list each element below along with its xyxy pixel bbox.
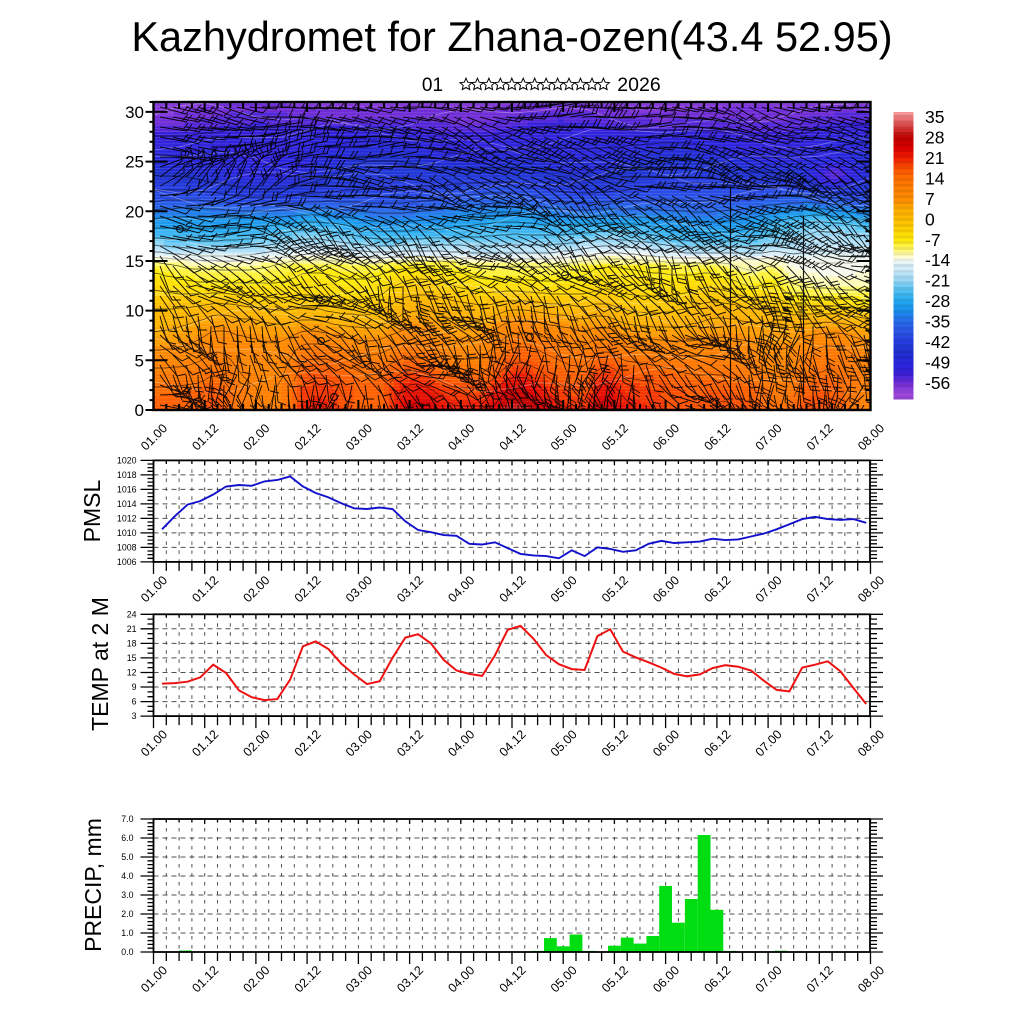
svg-text:Kazhydromet for Zhana-ozen(43.: Kazhydromet for Zhana-ozen(43.4 52.95): [131, 13, 892, 60]
svg-text:15: 15: [125, 252, 144, 271]
svg-text:28: 28: [925, 128, 944, 148]
svg-text:6.0: 6.0: [121, 833, 133, 843]
svg-text:-49: -49: [925, 353, 950, 373]
svg-text:1020: 1020: [117, 455, 137, 465]
svg-text:1006: 1006: [117, 557, 137, 567]
svg-text:5: 5: [135, 351, 144, 370]
svg-text:21: 21: [127, 624, 137, 634]
svg-text:-21: -21: [925, 271, 950, 291]
svg-text:5.0: 5.0: [121, 852, 133, 862]
svg-text:TEMP at 2 M: TEMP at 2 M: [87, 597, 113, 731]
svg-text:20: 20: [125, 202, 144, 221]
svg-text:2026: 2026: [617, 74, 660, 96]
svg-text:15: 15: [127, 653, 137, 663]
svg-text:1016: 1016: [117, 484, 137, 494]
svg-text:1014: 1014: [117, 499, 137, 509]
svg-text:6: 6: [132, 697, 137, 707]
svg-text:21: 21: [925, 148, 944, 168]
svg-text:-35: -35: [925, 312, 950, 332]
svg-text:3: 3: [132, 711, 137, 721]
svg-text:12: 12: [127, 668, 137, 678]
svg-text:-42: -42: [925, 332, 950, 352]
svg-text:1.0: 1.0: [121, 928, 133, 938]
svg-text:PMSL: PMSL: [79, 479, 105, 542]
svg-text:1010: 1010: [117, 528, 137, 538]
svg-text:3.0: 3.0: [121, 890, 133, 900]
svg-text:1008: 1008: [117, 542, 137, 552]
svg-text:14: 14: [925, 168, 945, 188]
svg-text:4.0: 4.0: [121, 871, 133, 881]
svg-text:-7: -7: [925, 230, 941, 250]
svg-text:0: 0: [135, 401, 144, 420]
svg-text:PRECIP, mm: PRECIP, mm: [80, 818, 106, 952]
svg-text:1012: 1012: [117, 513, 137, 523]
svg-text:2.0: 2.0: [121, 909, 133, 919]
svg-text:24: 24: [127, 609, 137, 619]
svg-text:10: 10: [125, 302, 144, 321]
svg-text:01: 01: [422, 75, 443, 96]
svg-text:7: 7: [925, 189, 935, 209]
svg-text:7.0: 7.0: [121, 814, 133, 824]
svg-text:0.0: 0.0: [121, 947, 133, 957]
svg-text:25: 25: [125, 153, 144, 172]
svg-text:-28: -28: [925, 291, 950, 311]
svg-text:9: 9: [132, 682, 137, 692]
svg-text:-14: -14: [925, 250, 951, 270]
svg-text:30: 30: [125, 103, 144, 122]
svg-text:18: 18: [127, 638, 137, 648]
svg-text:0: 0: [925, 209, 935, 229]
svg-text:1018: 1018: [117, 470, 137, 480]
svg-text:35: 35: [925, 107, 944, 127]
svg-text:-56: -56: [925, 373, 950, 393]
